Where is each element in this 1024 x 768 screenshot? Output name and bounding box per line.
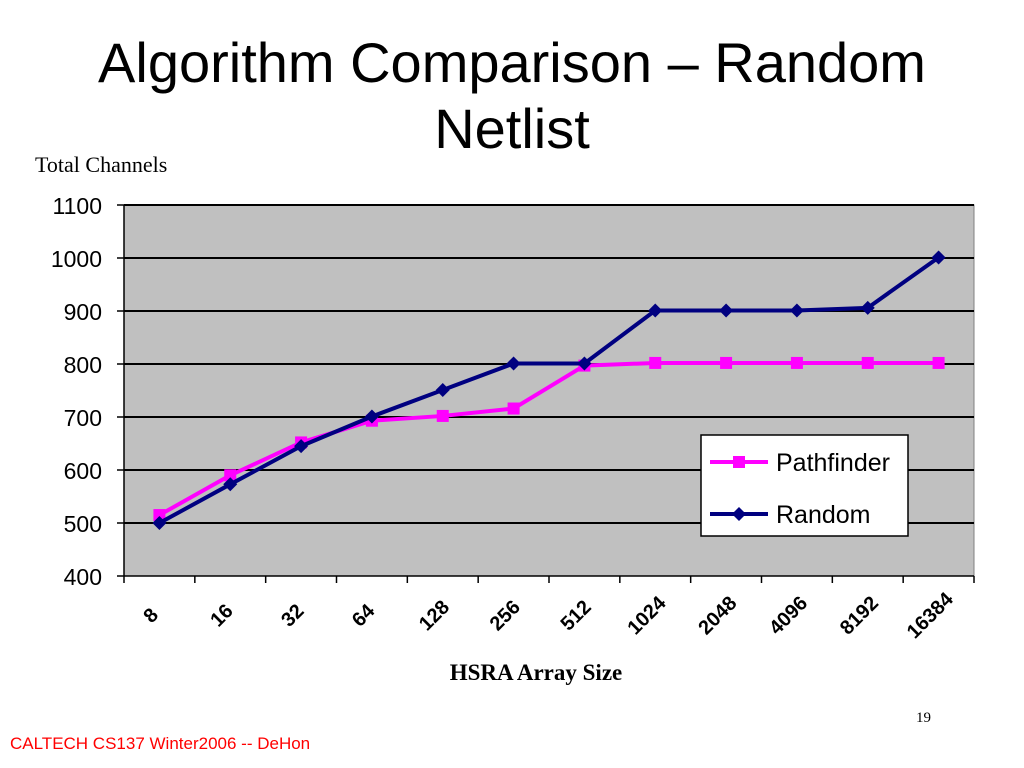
y-tick-label: 900 <box>64 299 102 325</box>
data-point-pathfinder <box>720 356 733 369</box>
data-point-random <box>364 409 379 424</box>
footer-text: CALTECH CS137 Winter2006 -- DeHon <box>10 734 311 753</box>
legend-marker-pathfinder <box>733 456 745 468</box>
data-point-random <box>719 303 734 318</box>
y-tick-label: 700 <box>64 405 102 431</box>
series-line-pathfinder <box>158 360 939 517</box>
data-point-pathfinder <box>153 509 166 522</box>
data-point-random <box>931 250 946 265</box>
y-axis-label: Total Channels <box>35 152 167 177</box>
x-tick-label: 2048 <box>694 592 741 639</box>
data-point-random <box>152 516 167 530</box>
slide-title: Algorithm Comparison – Random Netlist <box>0 30 1024 162</box>
data-point-random <box>506 356 521 371</box>
x-tick-label: 4096 <box>765 592 812 639</box>
x-tick-label: 128 <box>415 596 454 635</box>
y-tick-label: 500 <box>64 511 102 537</box>
data-point-random <box>223 477 238 492</box>
x-tick-label: 32 <box>277 600 308 631</box>
data-point-pathfinder <box>932 356 945 369</box>
data-point-random <box>789 303 804 318</box>
y-tick-label: 1100 <box>53 193 102 219</box>
data-point-pathfinder <box>790 356 803 369</box>
data-point-pathfinder <box>224 469 237 482</box>
x-tick-label: 8192 <box>836 592 883 639</box>
data-point-pathfinder <box>649 356 662 369</box>
data-point-pathfinder <box>861 356 874 369</box>
data-point-random <box>577 356 592 371</box>
x-tick-label: 64 <box>348 599 380 631</box>
y-tick-label: 400 <box>64 564 102 590</box>
page-number: 19 <box>916 710 931 726</box>
legend-marker-random <box>732 507 746 521</box>
x-tick-label: 16 <box>206 600 237 631</box>
data-point-random <box>648 303 663 318</box>
y-tick-label: 1000 <box>51 246 102 272</box>
data-point-pathfinder <box>436 409 449 422</box>
x-tick-label: 8 <box>139 604 162 627</box>
x-tick-label: 1024 <box>623 592 671 640</box>
data-point-random <box>435 382 450 397</box>
data-point-pathfinder <box>507 402 520 415</box>
x-axis-label: HSRA Array Size <box>450 660 623 685</box>
legend-box <box>700 434 909 537</box>
x-tick-label: 256 <box>486 596 525 635</box>
x-tick-label: 512 <box>557 596 596 635</box>
legend: Pathfinder Random <box>700 434 909 537</box>
slide-title-line1: Algorithm Comparison – Random <box>98 31 926 94</box>
x-tick-label: 16384 <box>903 588 959 644</box>
series-line-random <box>158 255 940 525</box>
data-point-random <box>294 439 309 454</box>
data-point-random <box>860 300 875 315</box>
y-tick-label: 600 <box>64 458 102 484</box>
legend-label-random: Random <box>776 501 871 529</box>
slide-title-line2: Netlist <box>434 97 590 160</box>
y-tick-label: 800 <box>64 352 102 378</box>
legend-label-pathfinder: Pathfinder <box>776 449 890 477</box>
